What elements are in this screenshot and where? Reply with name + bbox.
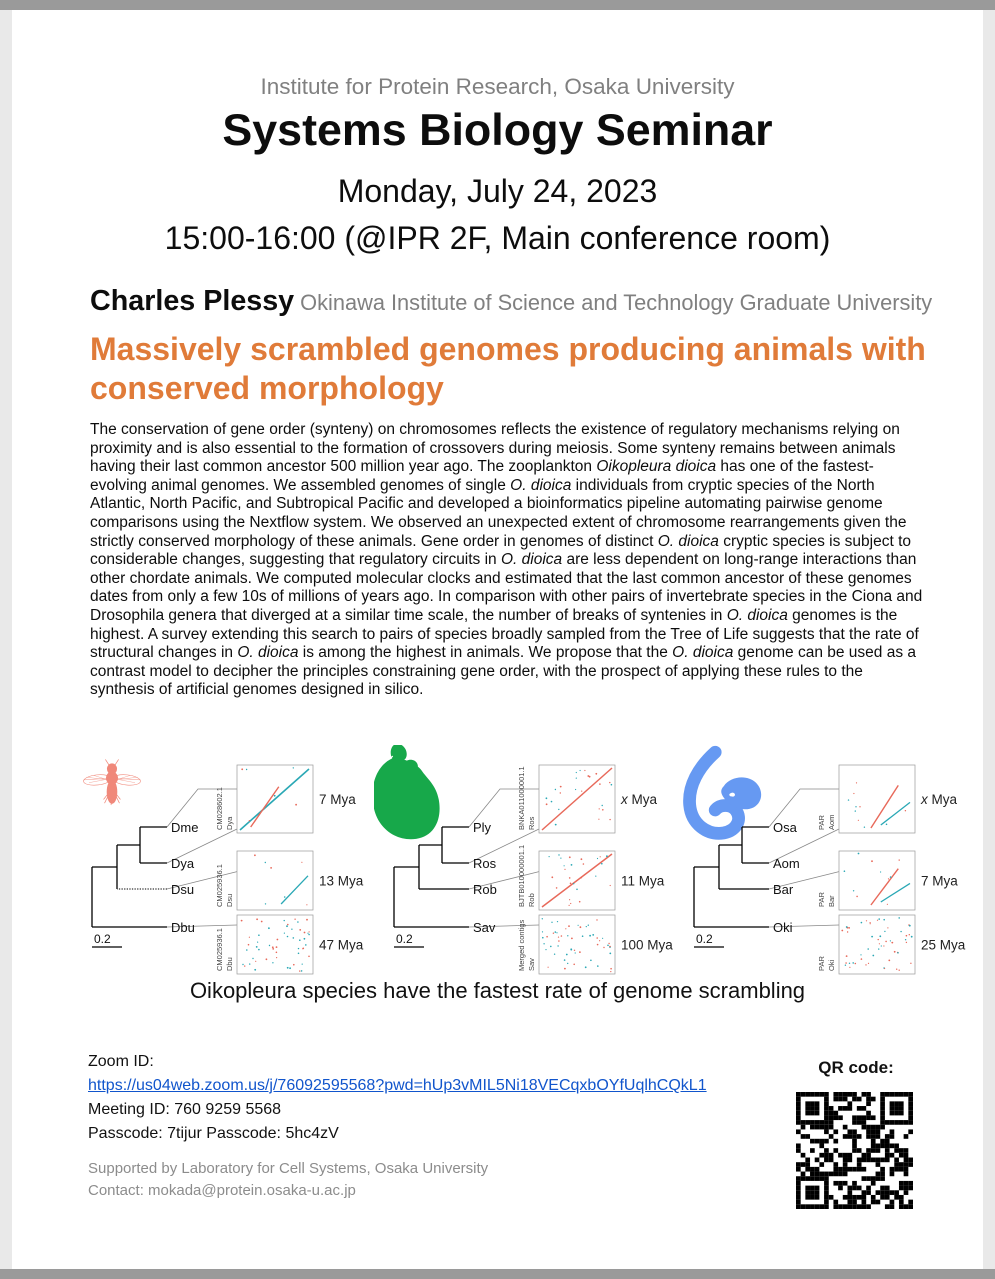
svg-text:Oki: Oki (827, 959, 836, 971)
svg-text:Aom: Aom (827, 815, 836, 830)
svg-text:Dsu: Dsu (225, 894, 234, 907)
svg-text:Dbu: Dbu (225, 957, 234, 971)
svg-text:Bar: Bar (773, 882, 794, 897)
svg-text:Rob: Rob (527, 893, 536, 907)
svg-text:BNKA011000001.1: BNKA011000001.1 (517, 766, 526, 830)
svg-text:Dme: Dme (171, 820, 198, 835)
svg-text:0.2: 0.2 (94, 932, 111, 946)
svg-text:PAR: PAR (817, 956, 826, 971)
svg-text:Dbu: Dbu (171, 920, 195, 935)
svg-text:Ros: Ros (473, 856, 497, 871)
svg-text:47 Mya: 47 Mya (319, 938, 364, 953)
svg-text:Dya: Dya (225, 816, 234, 830)
svg-text:x Mya: x Mya (920, 792, 957, 807)
svg-text:Dsu: Dsu (171, 882, 194, 897)
svg-text:x Mya: x Mya (620, 792, 657, 807)
svg-text:Sav: Sav (473, 920, 496, 935)
svg-text:Oki: Oki (773, 920, 793, 935)
svg-text:CM025936.1: CM025936.1 (215, 864, 224, 907)
svg-text:0.2: 0.2 (396, 932, 413, 946)
svg-text:100 Mya: 100 Mya (621, 938, 673, 953)
svg-text:BJTB010000001.1: BJTB010000001.1 (517, 845, 526, 907)
svg-text:13 Mya: 13 Mya (319, 874, 364, 889)
svg-text:Ply: Ply (473, 820, 492, 835)
svg-text:CM025936.1: CM025936.1 (215, 928, 224, 971)
svg-text:Aom: Aom (773, 856, 800, 871)
svg-text:Dya: Dya (171, 856, 195, 871)
svg-text:Ros: Ros (527, 816, 536, 830)
svg-text:25 Mya: 25 Mya (921, 938, 966, 953)
svg-text:Bar: Bar (827, 895, 836, 907)
svg-text:PAR: PAR (817, 892, 826, 907)
svg-text:11 Mya: 11 Mya (621, 874, 665, 889)
svg-text:0.2: 0.2 (696, 932, 713, 946)
svg-text:Merged contigs: Merged contigs (517, 919, 526, 971)
svg-text:Sav: Sav (527, 958, 536, 971)
svg-text:7 Mya: 7 Mya (319, 792, 356, 807)
svg-text:Rob: Rob (473, 882, 497, 897)
svg-text:PAR: PAR (817, 815, 826, 830)
svg-text:7 Mya: 7 Mya (921, 874, 958, 889)
svg-text:CM028602.1: CM028602.1 (215, 787, 224, 830)
svg-text:Osa: Osa (773, 820, 798, 835)
